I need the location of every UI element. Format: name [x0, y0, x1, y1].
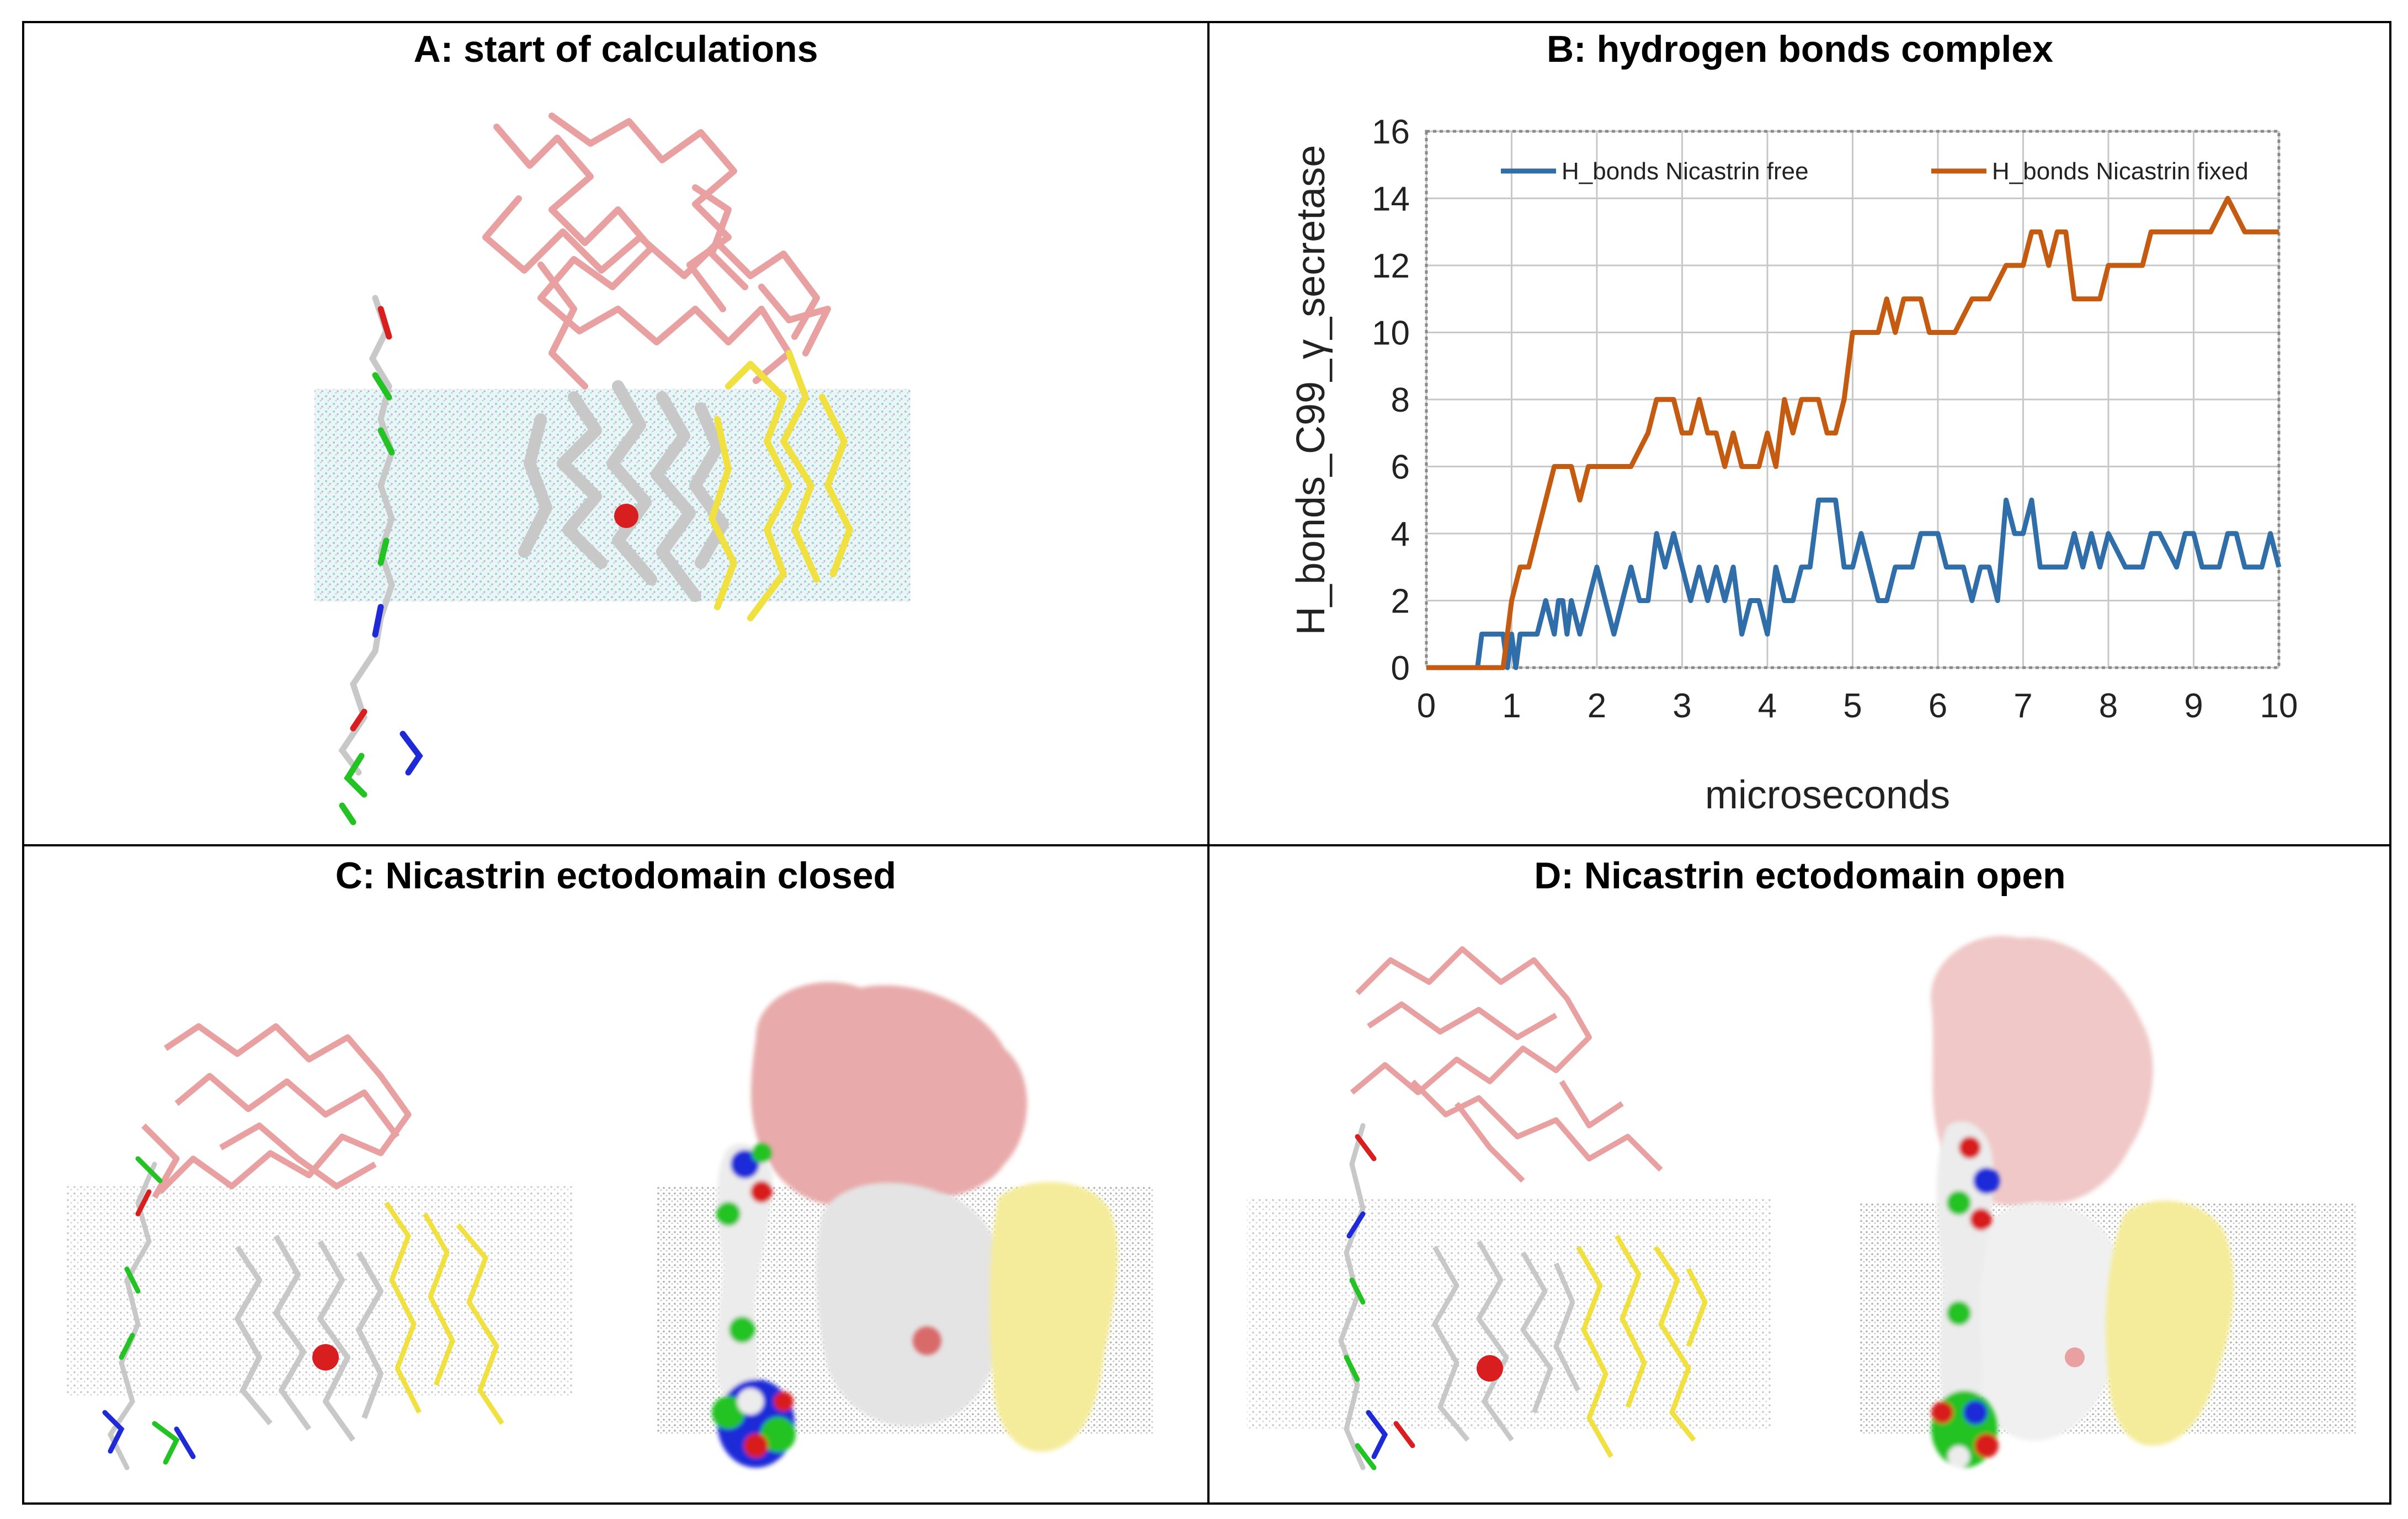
panel-b-title: B: hydrogen bonds complex [1547, 28, 2053, 70]
x-tick-label: 6 [1928, 687, 1947, 725]
aph-pen-surface [989, 1182, 1118, 1452]
presenilin-surface [816, 1182, 1005, 1427]
c99-substrate [338, 295, 423, 825]
legend-label-2: H_bonds Nicastrin fixed [1992, 158, 2249, 185]
chart-grid [1425, 130, 2281, 669]
active-site-sphere [2065, 1347, 2085, 1367]
y-tick-label: 2 [1391, 583, 1410, 621]
nicastrin-ectodomain [482, 113, 831, 390]
aph-pen-helices [1576, 1234, 1708, 1458]
presenilin-helices [235, 1234, 383, 1442]
panel-d-render-right [1860, 936, 2356, 1468]
y-tick-label: 12 [1372, 247, 1410, 285]
chart-series [1426, 196, 2282, 670]
panel-c-render-left [66, 1023, 574, 1470]
active-site-sphere [312, 1344, 339, 1371]
x-tick-label: 5 [1843, 687, 1862, 725]
plot-area-border [1425, 130, 2281, 669]
panel-d-render-left [1247, 946, 1771, 1470]
aph-pen-helices [384, 1201, 504, 1425]
presenilin-helices [1432, 1240, 1581, 1442]
y-axis-label: H_bonds_C99_γ_secretase [1289, 145, 1333, 636]
y-tick-label: 4 [1391, 515, 1410, 553]
x-tick-label: 4 [1758, 687, 1777, 725]
panel-c-title: C: Nicastrin ectodomain closed [335, 855, 896, 897]
series-line-2 [1426, 196, 2279, 670]
active-site-sphere [1477, 1355, 1503, 1382]
y-tick-label: 10 [1372, 315, 1410, 353]
presenilin-helices [518, 380, 729, 602]
y-tick-labels: 0 2 4 6 8 10 12 14 16 [1372, 113, 1410, 687]
x-tick-label: 2 [1587, 687, 1606, 725]
x-tick-label: 9 [2184, 687, 2203, 725]
c99-substrate [102, 1156, 196, 1470]
y-tick-label: 14 [1372, 180, 1410, 218]
presenilin-surface [1969, 1203, 2124, 1441]
series-line-1 [1426, 497, 2282, 670]
panel-grid [22, 21, 2391, 1505]
active-site-sphere [614, 504, 638, 528]
active-site-sphere [913, 1326, 941, 1355]
x-tick-label: 1 [1502, 687, 1521, 725]
y-tick-label: 16 [1372, 113, 1410, 151]
panel-c-render-right [657, 982, 1153, 1468]
panel-a-title: A: start of calculations [413, 28, 818, 70]
chart-legend: H_bonds Nicastrin free H_bonds Nicastrin … [1501, 158, 2249, 185]
c99-substrate [1338, 1123, 1415, 1470]
y-tick-label: 6 [1391, 449, 1410, 487]
x-tick-label: 7 [2013, 687, 2032, 725]
x-tick-label: 3 [1672, 687, 1691, 725]
x-axis-label: microseconds [1705, 773, 1950, 817]
membrane-slab [315, 389, 910, 601]
c99-surface [1931, 1121, 2000, 1468]
aph-pen-surface [2106, 1201, 2234, 1446]
nicastrin-surface [751, 982, 1027, 1207]
nicastrin-ectodomain [1350, 946, 1663, 1183]
y-tick-label: 0 [1391, 649, 1410, 687]
x-tick-label: 0 [1417, 687, 1436, 725]
nicastrin-ectodomain [141, 1023, 412, 1199]
y-tick-label: 8 [1391, 381, 1410, 419]
panel-a-render [315, 113, 910, 825]
legend-label-1: H_bonds Nicastrin free [1562, 158, 1809, 185]
membrane-dots [1247, 1197, 1771, 1429]
c99-surface [712, 1143, 796, 1468]
aph-pen-helices [708, 350, 853, 621]
x-tick-labels: 0 1 2 3 4 5 6 7 8 9 10 [1417, 687, 2298, 725]
x-tick-label: 8 [2099, 687, 2118, 725]
x-tick-label: 10 [2260, 687, 2298, 725]
panel-d-title: D: Nicastrin ectodomain open [1534, 855, 2065, 897]
